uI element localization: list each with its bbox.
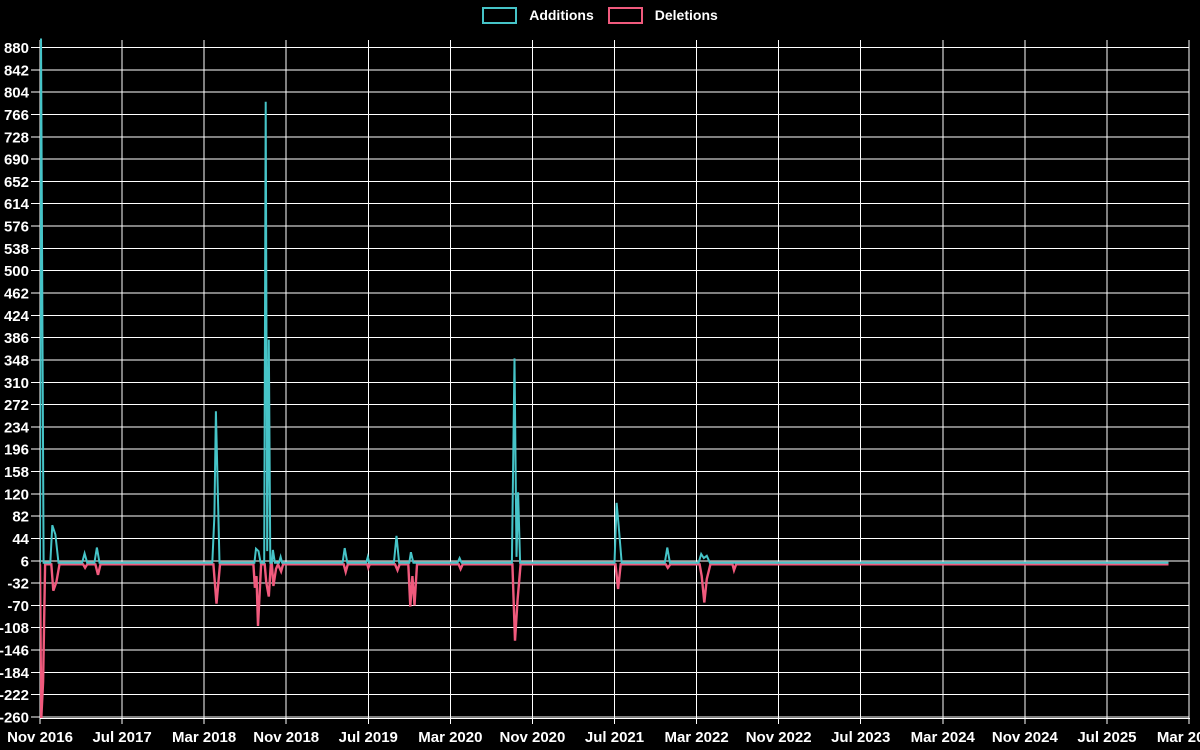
svg-text:462: 462 [4, 285, 29, 302]
svg-text:Nov 2022: Nov 2022 [746, 729, 812, 746]
svg-text:424: 424 [4, 308, 30, 325]
svg-text:Mar 2018: Mar 2018 [172, 729, 236, 746]
svg-text:158: 158 [4, 464, 29, 481]
svg-text:-260: -260 [0, 710, 29, 727]
svg-text:-184: -184 [0, 665, 30, 682]
svg-text:272: 272 [4, 397, 29, 414]
chart-legend: Additions Deletions [0, 6, 1200, 24]
svg-text:120: 120 [4, 486, 29, 503]
svg-text:880: 880 [4, 40, 29, 57]
svg-text:Mar 2022: Mar 2022 [664, 729, 728, 746]
svg-text:386: 386 [4, 330, 29, 347]
svg-text:Jul 2023: Jul 2023 [831, 729, 890, 746]
svg-text:Nov 2020: Nov 2020 [499, 729, 565, 746]
svg-text:576: 576 [4, 219, 29, 236]
x-tick-labels: Nov 2016 Jul 2017 Mar 2018 Nov 2018 Jul 2019… [7, 729, 1200, 746]
svg-text:Nov 2018: Nov 2018 [253, 729, 319, 746]
legend-item-deletions[interactable]: Deletions [607, 6, 718, 24]
svg-text:500: 500 [4, 263, 29, 280]
svg-text:348: 348 [4, 352, 29, 369]
svg-text:-222: -222 [0, 687, 29, 704]
svg-text:-70: -70 [7, 598, 29, 615]
svg-text:82: 82 [12, 509, 29, 526]
svg-text:Jul 2025: Jul 2025 [1077, 729, 1136, 746]
svg-text:6: 6 [21, 553, 29, 570]
gridlines [31, 40, 1190, 724]
additions-swatch-icon [482, 6, 518, 24]
deletions-legend-label: Deletions [654, 7, 718, 23]
svg-text:Nov 2024: Nov 2024 [992, 729, 1059, 746]
y-tick-labels: 880 842 804 766 728 690 652 614 576 538 500 462 424 3… [0, 40, 30, 727]
svg-text:196: 196 [4, 442, 29, 459]
svg-text:804: 804 [4, 85, 30, 102]
svg-text:Mar 2024: Mar 2024 [911, 729, 976, 746]
svg-text:-146: -146 [0, 643, 29, 660]
svg-text:842: 842 [4, 62, 29, 79]
svg-text:44: 44 [12, 531, 29, 548]
svg-text:234: 234 [4, 419, 30, 436]
svg-text:-32: -32 [7, 576, 29, 593]
svg-text:538: 538 [4, 241, 29, 258]
svg-text:Mar 2020: Mar 2020 [418, 729, 482, 746]
svg-text:310: 310 [4, 375, 29, 392]
svg-text:Mar 2026: Mar 2026 [1157, 729, 1200, 746]
svg-text:652: 652 [4, 174, 29, 191]
svg-text:Jul 2017: Jul 2017 [92, 729, 151, 746]
deletions-swatch-icon [607, 6, 643, 24]
legend-item-additions[interactable]: Additions [482, 6, 594, 24]
svg-text:614: 614 [4, 196, 30, 213]
additions-legend-label: Additions [529, 7, 594, 23]
svg-text:Jul 2019: Jul 2019 [339, 729, 398, 746]
svg-text:Jul 2021: Jul 2021 [585, 729, 644, 746]
svg-text:-108: -108 [0, 620, 29, 637]
svg-text:766: 766 [4, 107, 29, 124]
svg-text:Nov 2016: Nov 2016 [7, 729, 73, 746]
deletions-line [40, 561, 1169, 718]
additions-line [40, 38, 1169, 564]
svg-text:728: 728 [4, 129, 29, 146]
svg-text:690: 690 [4, 152, 29, 169]
